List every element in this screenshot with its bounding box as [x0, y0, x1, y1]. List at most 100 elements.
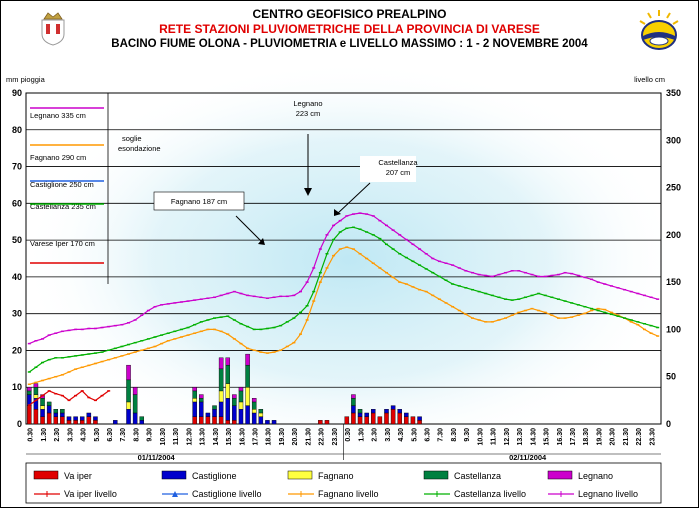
x-tick-label: 20.30	[292, 428, 299, 446]
legend-label: Castiglione	[192, 471, 237, 481]
legend-label: Castellanza livello	[454, 489, 526, 499]
rain-bar-castiglione	[113, 420, 118, 425]
rain-bar-castiglione	[371, 409, 376, 414]
rain-bar-castiglione	[192, 401, 197, 417]
rain-bar-varese	[390, 409, 396, 425]
y-tick-label: 50	[12, 235, 22, 245]
x-tick-label: 16.30	[557, 428, 564, 446]
x-tick-label: 11.30	[173, 428, 180, 445]
x-tick-label: 12.30	[186, 428, 193, 446]
annotation-castellanza: 207 cm	[386, 168, 411, 177]
x-tick-label: 4.30	[398, 428, 405, 442]
rain-bar-castellanza	[232, 398, 237, 406]
rain-bar-varese	[86, 416, 92, 425]
x-tick-label: 17.30	[570, 428, 577, 446]
x-tick-label: 21.30	[305, 428, 312, 446]
rain-bar-castiglione	[66, 416, 72, 421]
rain-bar-fagnano	[251, 409, 257, 414]
plot-background-glow	[20, 60, 680, 460]
rain-bar-castellanza	[351, 398, 356, 406]
rain-bar-varese	[232, 420, 237, 425]
legend-box	[25, 462, 662, 504]
rain-bar-varese	[357, 416, 363, 425]
legend-label: Fagnano livello	[318, 489, 379, 499]
rain-bar-castiglione	[40, 409, 45, 417]
rain-bar-castellanza	[132, 394, 138, 414]
rain-bar-castiglione	[258, 416, 264, 425]
rain-bar-castellanza	[139, 416, 145, 421]
rain-bar-varese	[344, 416, 350, 425]
legend-label: Fagnano	[318, 471, 354, 481]
legend-marker	[172, 491, 178, 497]
threshold-label: Varese Iper 170 cm	[30, 239, 95, 248]
x-tick-label: 14.30	[213, 428, 220, 446]
rain-bar-castellanza	[199, 398, 204, 403]
rain-bar-castiglione	[53, 412, 59, 417]
rain-bar-varese	[371, 412, 376, 425]
rain-bar-castellanza	[27, 390, 32, 395]
rain-bar-legnano	[245, 353, 250, 366]
x-tick-label: 13.30	[517, 428, 524, 446]
rain-bar-castiglione	[79, 416, 85, 421]
rain-bar-castiglione	[212, 409, 217, 417]
y-tick-label: 0	[17, 419, 22, 429]
rain-bar-castiglione	[46, 405, 52, 414]
rain-bar-castiglione	[384, 409, 389, 414]
arrow-head-icon	[334, 209, 341, 216]
rain-bar-castiglione	[199, 401, 204, 417]
y2-tick-label: 250	[666, 183, 681, 193]
rain-bar-varese	[404, 416, 409, 425]
legend-label: Va iper livello	[64, 489, 117, 499]
legend-label: Castellanza	[454, 471, 501, 481]
annotation-box	[153, 191, 245, 211]
threshold-label: Castiglione 250 cm	[30, 180, 94, 189]
header-subtitle: RETE STAZIONI PLUVIOMETRICHE DELLA PROVI…	[159, 22, 540, 36]
rain-bar-fagnano	[192, 398, 197, 403]
rain-bar-varese	[205, 416, 211, 425]
y-tick-label: 40	[12, 272, 22, 282]
rain-bar-castiglione	[205, 412, 211, 417]
legend-swatch-varese	[33, 470, 59, 480]
rain-bar-castellanza	[225, 364, 230, 384]
rain-bar-legnano	[126, 364, 131, 381]
rain-bar-castiglione	[417, 416, 422, 421]
x-tick-label: 2.30	[54, 428, 61, 442]
y2-tick-label: 50	[666, 372, 676, 382]
rain-bar-castiglione	[245, 405, 250, 425]
legend-swatch-legnano	[547, 470, 573, 480]
rain-bar-fagnano	[245, 387, 250, 406]
header-title: CENTRO GEOFISICO PREALPINO	[252, 7, 447, 21]
rain-bar-castiglione	[218, 401, 224, 417]
rain-bar-varese	[324, 420, 330, 425]
rain-bar-castiglione	[60, 412, 65, 417]
rain-bar-varese	[53, 416, 59, 425]
y2-tick-label: 300	[666, 135, 681, 145]
rain-bar-varese	[417, 420, 422, 425]
y-tick-label: 10	[12, 382, 22, 392]
rain-bar-legnano	[218, 357, 224, 370]
rain-bar-fagnano	[40, 405, 45, 410]
rain-bar-legnano	[251, 398, 257, 403]
rain-bar-castiglione	[225, 398, 230, 421]
y2-tick-label: 150	[666, 277, 681, 287]
rain-bar-varese	[397, 412, 402, 425]
rain-bar-legnano	[351, 394, 356, 399]
x-tick-label: 13.30	[200, 428, 207, 446]
date-label: 02/11/2004	[509, 453, 547, 462]
y-tick-label: 70	[12, 162, 22, 172]
y2-tick-label: 0	[666, 419, 671, 429]
rain-bar-castiglione	[251, 412, 257, 425]
x-tick-label: 7.30	[120, 428, 127, 442]
x-tick-label: 19.30	[279, 428, 286, 446]
y2-tick-label: 350	[666, 88, 681, 98]
rain-bar-legnano	[225, 357, 230, 366]
rain-bar-castiglione	[351, 405, 356, 414]
x-tick-label: 7.30	[438, 428, 445, 442]
x-tick-label: 12.30	[504, 428, 511, 446]
x-tick-label: 23.30	[649, 428, 656, 446]
legend-label: Castiglione livello	[192, 489, 262, 499]
rain-bar-varese	[410, 416, 416, 425]
y2-tick-label: 100	[666, 324, 681, 334]
rain-bar-varese	[46, 412, 52, 425]
rain-bar-varese	[66, 420, 72, 425]
